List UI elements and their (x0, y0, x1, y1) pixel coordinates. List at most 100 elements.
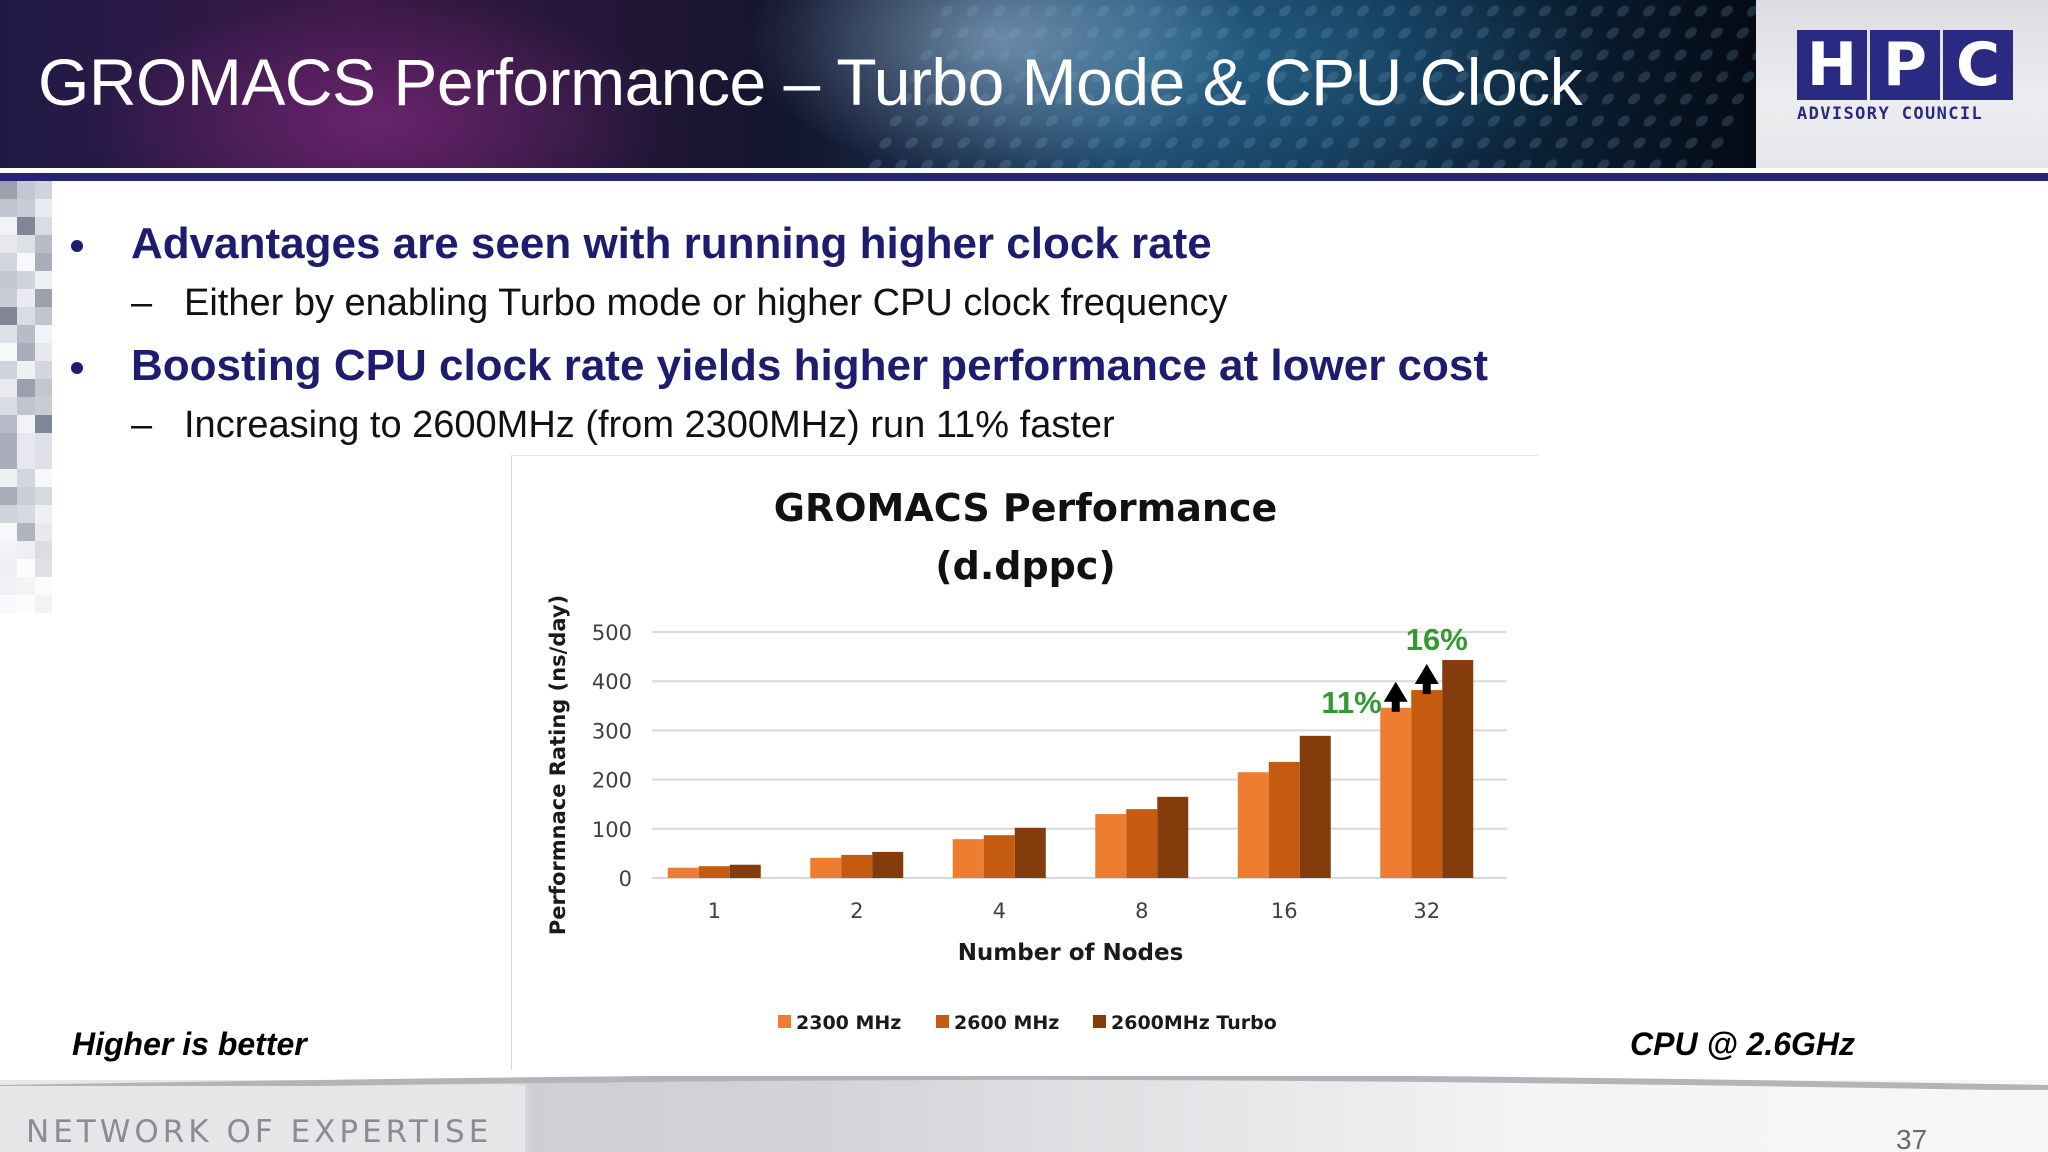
y-tick-label: 200 (592, 769, 632, 793)
bar (1014, 827, 1046, 878)
mosaic-tile (17, 595, 35, 613)
mosaic-tile (34, 451, 52, 469)
logo-letter-h: H (1797, 30, 1867, 100)
mosaic-tile (34, 235, 52, 253)
y-tick-label: 100 (592, 818, 632, 842)
mosaic-tile (17, 217, 35, 235)
bar (729, 864, 761, 878)
mosaic-tile (34, 595, 52, 613)
mosaic-tile (0, 577, 18, 595)
hpc-logo: H P C ADVISORY COUNCIL (1756, 0, 2048, 168)
legend-swatch (778, 1015, 791, 1028)
title-banner: GROMACS Performance – Turbo Mode & CPU C… (0, 0, 1756, 168)
dash-icon: – (131, 404, 153, 446)
sub-bullet-2: Increasing to 2600MHz (from 2300MHz) run… (184, 404, 1115, 446)
mosaic-tile (0, 217, 18, 235)
bar (1380, 707, 1412, 878)
mosaic-tile (0, 559, 18, 577)
page-number: 37 (1896, 1124, 1928, 1152)
mosaic-tile (17, 577, 35, 595)
mosaic-tile (34, 253, 52, 271)
mosaic-tile (17, 433, 35, 451)
bar (1411, 690, 1443, 878)
bar-chart: 0 100 200 300 400 500 1 2 4 8 16 32 Number of Nodes P… (546, 595, 1507, 1034)
bullet-2: Boosting CPU clock rate yields higher pe… (131, 341, 1489, 390)
mosaic-tile (0, 289, 18, 307)
footer-tagline: NETWORK OF EXPERTISE (26, 1114, 493, 1150)
mosaic-tile (0, 451, 18, 469)
mosaic-tile (17, 559, 35, 577)
bar (983, 835, 1015, 878)
mosaic-tile (17, 379, 35, 397)
slide-title: GROMACS Performance – Turbo Mode & CPU C… (38, 45, 1583, 119)
bar (841, 854, 873, 878)
bar (1299, 735, 1331, 878)
mosaic-tile (17, 415, 35, 433)
mosaic-tile (17, 397, 35, 415)
y-tick-label: 300 (592, 719, 632, 743)
mosaic-tile (17, 325, 35, 343)
bullet-dot-icon (71, 362, 83, 374)
bullet-dot-icon (71, 240, 83, 252)
bar (1126, 809, 1158, 878)
mosaic-tile (17, 235, 35, 253)
mosaic-tile (34, 271, 52, 289)
mosaic-tile (0, 505, 18, 523)
bullet-1: Advantages are seen with running higher … (131, 219, 1212, 268)
y-tick-label: 400 (592, 670, 632, 694)
mosaic-tile (34, 181, 52, 199)
mosaic-tile (34, 577, 52, 595)
mosaic-tile (0, 253, 18, 271)
mosaic-tile (34, 307, 52, 325)
x-tick-label: 32 (1413, 899, 1440, 923)
mosaic-tile (0, 199, 18, 217)
bar (1095, 814, 1127, 878)
bar (810, 857, 842, 878)
mosaic-tile (0, 523, 18, 541)
mosaic-tile (0, 595, 18, 613)
logo-mark: H P C (1797, 30, 2013, 100)
mosaic-tile (34, 559, 52, 577)
mosaic-tile (17, 253, 35, 271)
x-tick-label: 4 (993, 899, 1006, 923)
header-divider-blue (0, 173, 2048, 181)
mosaic-tile (17, 289, 35, 307)
mosaic-tile (0, 415, 18, 433)
footer-curve (0, 1076, 2048, 1090)
x-tick-label: 1 (708, 899, 721, 923)
mosaic-tile (34, 415, 52, 433)
dash-icon: – (131, 282, 153, 324)
bar (1157, 796, 1189, 878)
legend-swatch (1093, 1015, 1106, 1028)
x-tick-label: 8 (1135, 899, 1148, 923)
y-axis-title: Performnace Rating (ns/day) (546, 595, 570, 935)
mosaic-tile (0, 235, 18, 253)
legend-label: 2600 MHz (954, 1012, 1059, 1034)
footnote-cpu-clock: CPU @ 2.6GHz (1630, 1026, 1856, 1062)
bar (952, 839, 984, 878)
mosaic-tile (17, 361, 35, 379)
arrow-up-icon (1414, 664, 1439, 685)
mosaic-tile (34, 343, 52, 361)
annotation-label: 11% (1321, 685, 1381, 720)
legend-swatch (936, 1015, 949, 1028)
mosaic-tile (0, 361, 18, 379)
y-tick-label: 500 (592, 621, 632, 645)
mosaic-tile (17, 307, 35, 325)
mosaic-tile (34, 505, 52, 523)
mosaic-tile (0, 469, 18, 487)
mosaic-tile (34, 523, 52, 541)
mosaic-tile (0, 541, 18, 559)
mosaic-tile (0, 307, 18, 325)
y-tick-label: 0 (619, 867, 632, 891)
mosaic-tile (34, 469, 52, 487)
mosaic-tile (34, 289, 52, 307)
mosaic-tile (0, 379, 18, 397)
mosaic-tile (0, 487, 18, 505)
mosaic-tile (0, 343, 18, 361)
mosaic-tile (0, 397, 18, 415)
mosaic-tile (17, 487, 35, 505)
footer-tagline-panel (0, 1086, 525, 1152)
bar (667, 867, 699, 878)
logo-letter-c: C (1943, 30, 2013, 100)
